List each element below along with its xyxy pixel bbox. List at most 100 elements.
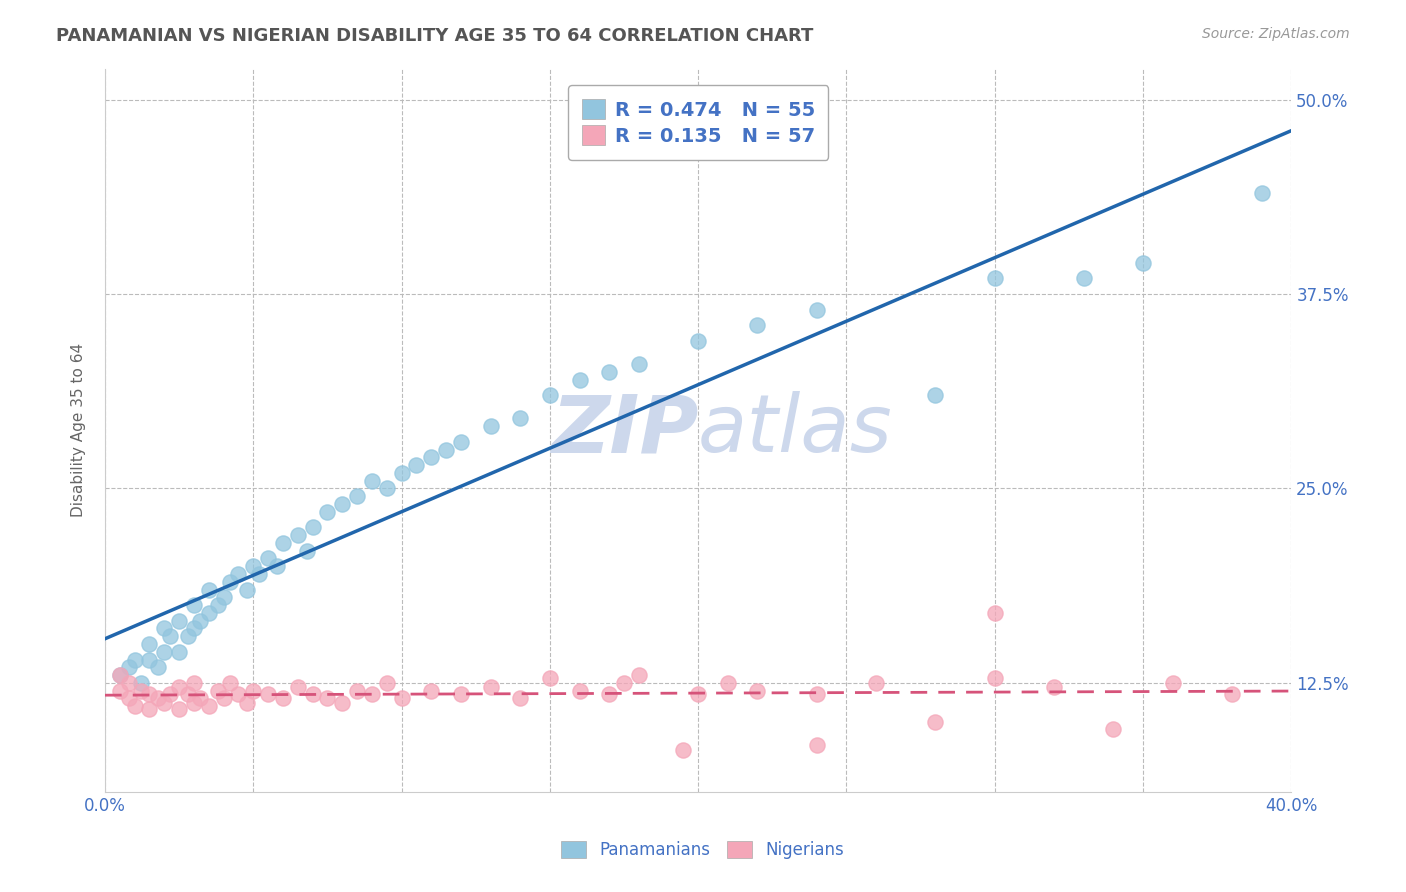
Point xyxy=(984,606,1007,620)
Point xyxy=(118,676,141,690)
Point xyxy=(346,489,368,503)
Point xyxy=(183,696,205,710)
Point xyxy=(434,442,457,457)
Point xyxy=(242,559,264,574)
Point xyxy=(391,466,413,480)
Point xyxy=(613,676,636,690)
Point xyxy=(236,582,259,597)
Point xyxy=(330,696,353,710)
Text: Source: ZipAtlas.com: Source: ZipAtlas.com xyxy=(1202,27,1350,41)
Point xyxy=(627,668,650,682)
Point xyxy=(198,582,221,597)
Point xyxy=(257,551,280,566)
Point xyxy=(1102,723,1125,737)
Point xyxy=(1220,687,1243,701)
Point xyxy=(688,687,710,701)
Point xyxy=(509,411,531,425)
Point xyxy=(391,691,413,706)
Point xyxy=(1161,676,1184,690)
Point xyxy=(405,458,427,472)
Point xyxy=(924,388,946,402)
Point xyxy=(167,614,190,628)
Point xyxy=(183,621,205,635)
Point xyxy=(316,691,339,706)
Point xyxy=(806,302,828,317)
Y-axis label: Disability Age 35 to 64: Disability Age 35 to 64 xyxy=(72,343,86,517)
Point xyxy=(148,691,170,706)
Point xyxy=(1132,256,1154,270)
Point xyxy=(420,450,443,465)
Point xyxy=(138,652,160,666)
Point xyxy=(129,683,152,698)
Point xyxy=(287,681,309,695)
Point xyxy=(207,683,229,698)
Point xyxy=(118,660,141,674)
Point xyxy=(218,676,240,690)
Point xyxy=(108,668,131,682)
Point xyxy=(538,671,561,685)
Point xyxy=(1073,271,1095,285)
Point xyxy=(153,696,176,710)
Point xyxy=(138,702,160,716)
Point xyxy=(924,714,946,729)
Point xyxy=(159,687,181,701)
Point xyxy=(301,520,323,534)
Point xyxy=(183,598,205,612)
Point xyxy=(177,629,200,643)
Point xyxy=(450,687,472,701)
Point xyxy=(747,318,769,332)
Point xyxy=(183,676,205,690)
Point xyxy=(672,742,695,756)
Point xyxy=(138,637,160,651)
Point xyxy=(450,434,472,449)
Point xyxy=(330,497,353,511)
Point xyxy=(598,687,620,701)
Point xyxy=(198,699,221,714)
Point xyxy=(627,357,650,371)
Point xyxy=(242,683,264,698)
Text: PANAMANIAN VS NIGERIAN DISABILITY AGE 35 TO 64 CORRELATION CHART: PANAMANIAN VS NIGERIAN DISABILITY AGE 35… xyxy=(56,27,814,45)
Point xyxy=(568,683,591,698)
Point xyxy=(375,482,398,496)
Point xyxy=(1250,186,1272,200)
Point xyxy=(375,676,398,690)
Point xyxy=(538,388,561,402)
Text: atlas: atlas xyxy=(699,391,893,469)
Point xyxy=(361,474,384,488)
Point xyxy=(167,681,190,695)
Point xyxy=(984,271,1007,285)
Point xyxy=(124,699,146,714)
Point xyxy=(124,652,146,666)
Point xyxy=(198,606,221,620)
Point xyxy=(236,696,259,710)
Legend: R = 0.474   N = 55, R = 0.135   N = 57: R = 0.474 N = 55, R = 0.135 N = 57 xyxy=(568,86,828,160)
Point xyxy=(257,687,280,701)
Point xyxy=(118,691,141,706)
Point xyxy=(129,676,152,690)
Point xyxy=(188,691,211,706)
Point xyxy=(153,645,176,659)
Point xyxy=(479,419,502,434)
Point xyxy=(177,687,200,701)
Legend: Panamanians, Nigerians: Panamanians, Nigerians xyxy=(555,834,851,866)
Point xyxy=(108,683,131,698)
Point xyxy=(509,691,531,706)
Point xyxy=(271,691,294,706)
Point xyxy=(984,671,1007,685)
Point xyxy=(361,687,384,701)
Point xyxy=(420,683,443,698)
Point xyxy=(266,559,288,574)
Point xyxy=(1043,681,1066,695)
Text: ZIP: ZIP xyxy=(551,391,699,469)
Point xyxy=(806,687,828,701)
Point xyxy=(167,645,190,659)
Point xyxy=(212,691,235,706)
Point xyxy=(218,574,240,589)
Point xyxy=(271,536,294,550)
Point xyxy=(688,334,710,348)
Point xyxy=(148,660,170,674)
Point xyxy=(295,543,318,558)
Point xyxy=(806,738,828,752)
Point xyxy=(138,687,160,701)
Point xyxy=(717,676,740,690)
